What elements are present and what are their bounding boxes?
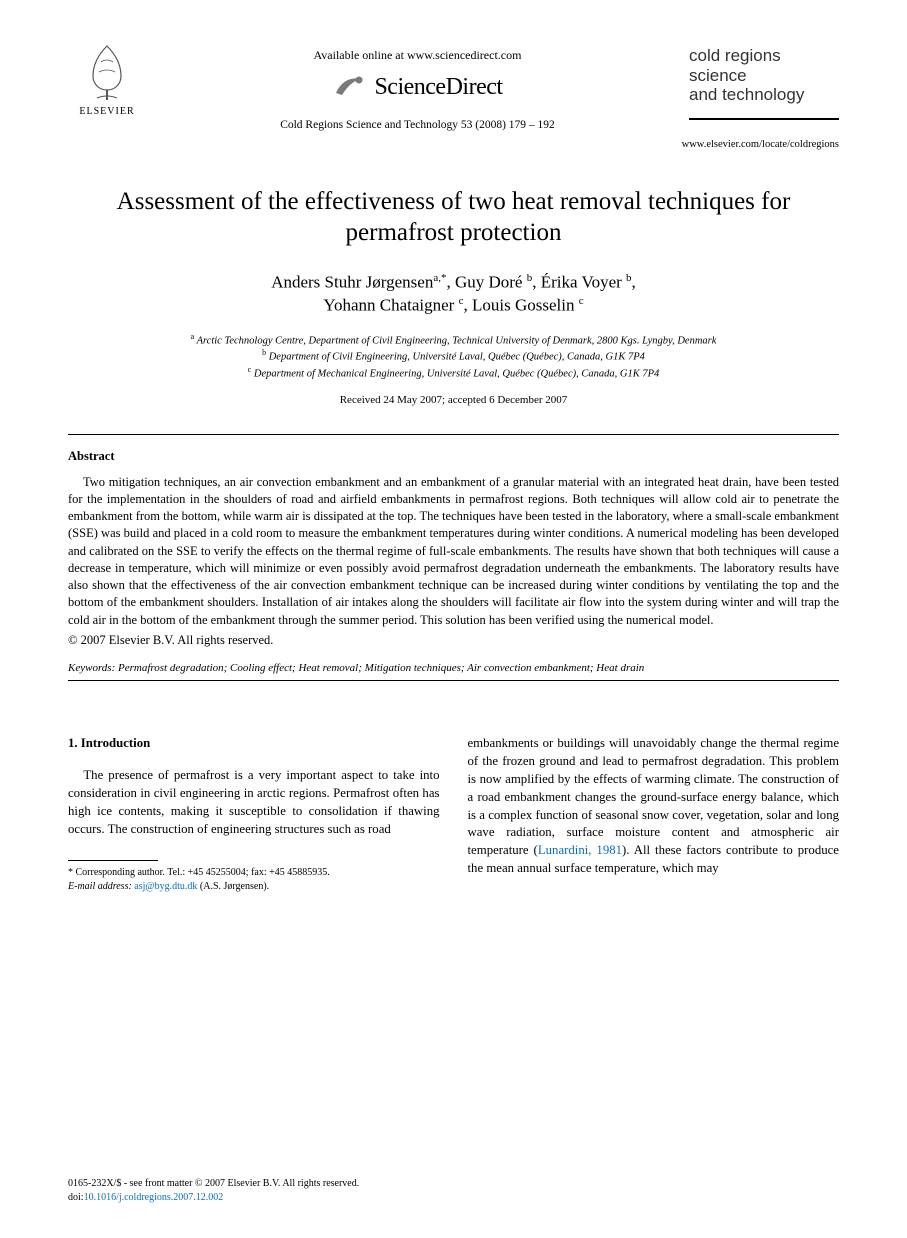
abstract-heading: Abstract [68,449,839,464]
intro-para-right: embankments or buildings will unavoidabl… [468,735,840,878]
email-label: E-mail address: [68,881,132,892]
author-5-sup: c [579,295,584,307]
corr-text: Corresponding author. Tel.: +45 45255004… [76,867,330,878]
author-5-pre: , Louis Gosselin [463,296,574,315]
affiliations-block: a Arctic Technology Centre, Department o… [68,332,839,382]
author-2-pre: , Guy Doré [446,272,522,291]
sd-swoosh-icon [332,69,368,105]
elsevier-tree-icon [77,42,137,104]
header-row: ELSEVIER Available online at www.science… [68,42,839,131]
journal-reference: Cold Regions Science and Technology 53 (… [146,119,689,131]
abstract-body: Two mitigation techniques, an air convec… [68,474,839,629]
keywords-label: Keywords: [68,662,115,674]
available-online-text: Available online at www.sciencedirect.co… [146,48,689,63]
journal-box-line-3: and technology [689,85,839,105]
corresponding-author-note: * Corresponding author. Tel.: +45 452550… [68,866,440,880]
center-header: Available online at www.sciencedirect.co… [146,42,689,131]
author-3-pre: , Érika Voyer [532,272,622,291]
left-column: 1. Introduction The presence of permafro… [68,735,440,894]
body-columns: 1. Introduction The presence of permafro… [68,735,839,894]
author-1: Anders Stuhr Jørgensen [271,272,433,291]
doi-line: doi:10.1016/j.coldregions.2007.12.002 [68,1191,839,1205]
affiliation-c-text: Department of Mechanical Engineering, Un… [254,369,659,380]
elsevier-label: ELSEVIER [79,106,134,117]
affiliation-a: a Arctic Technology Centre, Department o… [68,332,839,349]
section-1-heading: 1. Introduction [68,735,440,753]
divider-before-abstract [68,434,839,435]
article-dates: Received 24 May 2007; accepted 6 Decembe… [68,394,839,406]
right-column: embankments or buildings will unavoidabl… [468,735,840,894]
doi-label: doi: [68,1192,84,1203]
right-para-part1: embankments or buildings will unavoidabl… [468,736,840,857]
author-1-sup: a,* [433,272,446,284]
affiliation-b: b Department of Civil Engineering, Unive… [68,348,839,365]
journal-box-line-1: cold regions [689,46,839,66]
sciencedirect-text: ScienceDirect [374,74,502,101]
citation-lunardini-1981[interactable]: Lunardini, 1981 [538,843,622,857]
bottom-block: 0165-232X/$ - see front matter © 2007 El… [68,1177,839,1204]
journal-box-line-2: science [689,66,839,86]
journal-title-box: cold regions science and technology [689,42,839,120]
email-author-name: (A.S. Jørgensen). [200,881,269,892]
email-address[interactable]: asj@byg.dtu.dk [134,881,197,892]
affiliation-a-text: Arctic Technology Centre, Department of … [197,335,717,346]
author-line1-comma: , [632,272,636,291]
sciencedirect-logo: ScienceDirect [146,69,689,105]
intro-para-left: The presence of permafrost is a very imp… [68,767,440,839]
front-matter-line: 0165-232X/$ - see front matter © 2007 El… [68,1177,839,1191]
keywords-value: Permafrost degradation; Cooling effect; … [118,662,644,674]
keywords-line: Keywords: Permafrost degradation; Coolin… [68,662,839,674]
affiliation-b-text: Department of Civil Engineering, Univers… [269,352,645,363]
author-4: Yohann Chataigner [323,296,454,315]
authors-block: Anders Stuhr Jørgensena,*, Guy Doré b, É… [68,271,839,318]
elsevier-logo: ELSEVIER [68,42,146,117]
copyright-line: © 2007 Elsevier B.V. All rights reserved… [68,633,839,648]
doi-link[interactable]: 10.1016/j.coldregions.2007.12.002 [84,1192,224,1203]
affiliation-c: c Department of Mechanical Engineering, … [68,365,839,382]
footnote-divider [68,860,158,861]
divider-after-keywords [68,680,839,681]
article-title: Assessment of the effectiveness of two h… [68,186,839,249]
email-footnote: E-mail address: asj@byg.dtu.dk (A.S. Jør… [68,880,440,894]
locate-url[interactable]: www.elsevier.com/locate/coldregions [68,139,839,150]
